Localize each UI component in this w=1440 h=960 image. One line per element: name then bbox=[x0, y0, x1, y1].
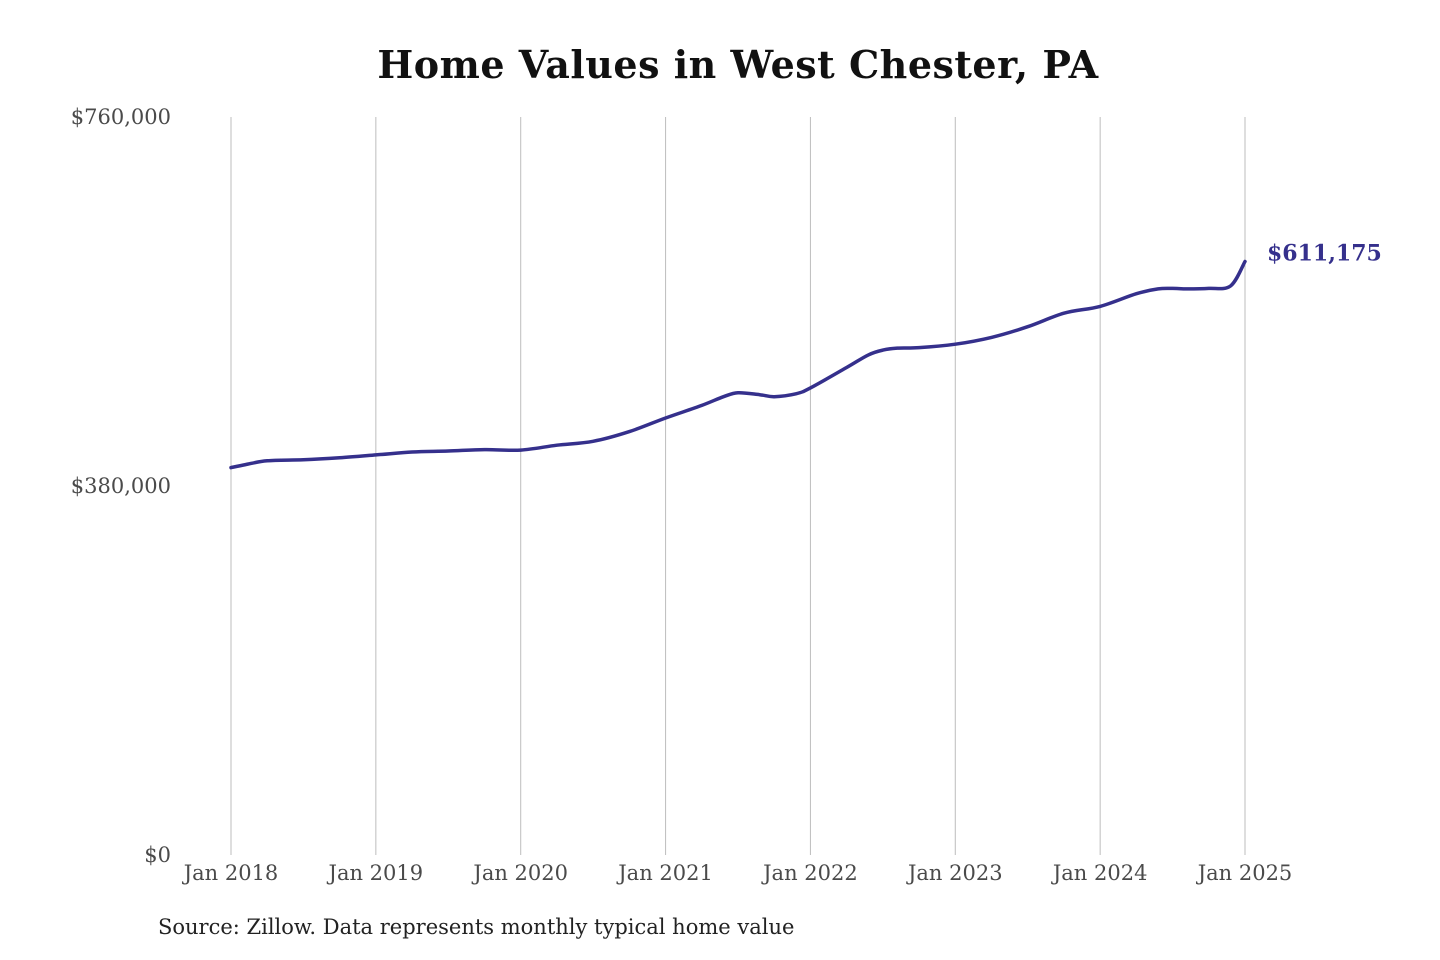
series-layer bbox=[229, 259, 1247, 470]
x-tick-label: Jan 2021 bbox=[616, 861, 713, 885]
x-tick-label: Jan 2019 bbox=[327, 861, 424, 885]
y-tick-label: $760,000 bbox=[71, 105, 171, 129]
y-axis-ticks: $760,000 $380,000 $0 bbox=[71, 105, 171, 867]
chart-title: Home Values in West Chester, PA bbox=[377, 42, 1099, 87]
series-line bbox=[229, 259, 1247, 470]
x-tick-label: Jan 2022 bbox=[761, 861, 858, 885]
x-tick-label: Jan 2023 bbox=[906, 861, 1003, 885]
x-tick-label: Jan 2025 bbox=[1196, 861, 1293, 885]
end-value-label: $611,175 bbox=[1267, 241, 1382, 267]
y-tick-label: $0 bbox=[144, 843, 171, 867]
x-axis-ticks: Jan 2018 Jan 2019 Jan 2020 Jan 2021 Jan 2022… bbox=[182, 861, 1293, 885]
source-note: Source: Zillow. Data represents monthly … bbox=[158, 915, 795, 939]
x-tick-label: Jan 2018 bbox=[182, 861, 279, 885]
x-tick-label: Jan 2020 bbox=[471, 861, 568, 885]
x-tick-label: Jan 2024 bbox=[1051, 861, 1148, 885]
end-label-layer: $611,175 bbox=[1267, 241, 1382, 267]
y-tick-label: $380,000 bbox=[71, 474, 171, 498]
gridlines bbox=[230, 117, 1246, 855]
